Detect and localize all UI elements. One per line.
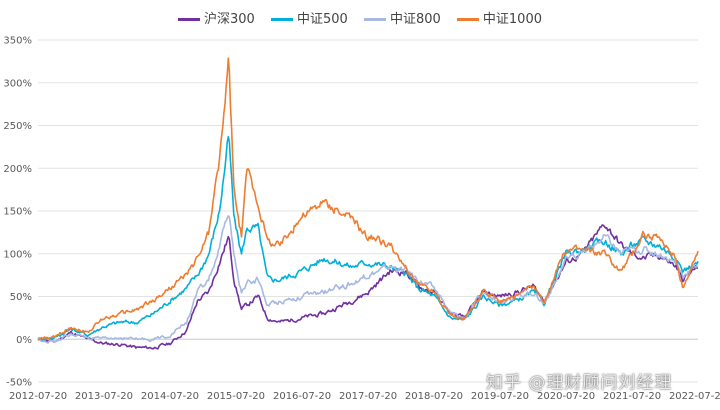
x-tick-label: 2014-07-20 [141, 391, 199, 402]
y-tick-label: 100% [3, 249, 32, 260]
series-line-3 [37, 215, 699, 344]
x-tick-label: 2017-07-20 [339, 391, 397, 402]
legend-item-2: 中证500 [270, 8, 348, 27]
series-line-4 [37, 57, 699, 341]
x-tick-label: 2016-07-20 [273, 391, 331, 402]
x-tick-label: 2015-07-20 [207, 391, 265, 402]
x-tick-label: 2020-07-20 [537, 391, 595, 402]
legend-item-1: 沪深300 [178, 8, 255, 27]
gridlines [38, 39, 698, 383]
y-tick-label: 150% [3, 207, 32, 218]
legend-item-4: 中证1000 [456, 8, 542, 27]
x-tick-label: 2013-07-20 [75, 391, 133, 402]
legend-label-4: 中证1000 [482, 12, 542, 27]
series-line-1 [37, 224, 699, 350]
x-tick-label: 2012-07-20 [9, 391, 67, 402]
x-tick-label: 2018-07-20 [405, 391, 463, 402]
legend-label-1: 沪深300 [204, 12, 255, 27]
y-tick-label: 200% [3, 164, 32, 175]
y-tick-label: 300% [3, 78, 32, 89]
y-tick-label: 50% [10, 292, 32, 303]
x-tick-label: 2019-07-20 [471, 391, 529, 402]
y-axis-ticks: -50% 0% 50% 100% 150% 200% 250% 300% 350% [3, 36, 32, 389]
series-lines [37, 57, 699, 350]
legend-label-2: 中证500 [296, 12, 348, 27]
watermark: 知乎 @理财顾问刘经理 [486, 373, 673, 393]
legend-swatch-3 [363, 18, 386, 21]
x-axis-ticks: 2012-07-20 2013-07-20 2014-07-20 2015-07-20… [9, 391, 720, 402]
legend-swatch-4 [456, 18, 479, 21]
legend-swatch-1 [178, 18, 200, 21]
y-tick-label: 0% [16, 335, 32, 346]
legend-item-3: 中证800 [363, 8, 441, 27]
x-tick-label: 2022-07-20 [669, 391, 720, 402]
legend-swatch-2 [270, 18, 293, 21]
y-tick-label: 250% [3, 121, 32, 132]
legend: 沪深300 中证500 中证800 中证1000 [0, 8, 720, 27]
y-tick-label: 350% [3, 36, 32, 47]
legend-label-3: 中证800 [389, 12, 441, 27]
x-tick-label: 2021-07-20 [603, 391, 661, 402]
y-tick-label: -50% [6, 378, 32, 389]
